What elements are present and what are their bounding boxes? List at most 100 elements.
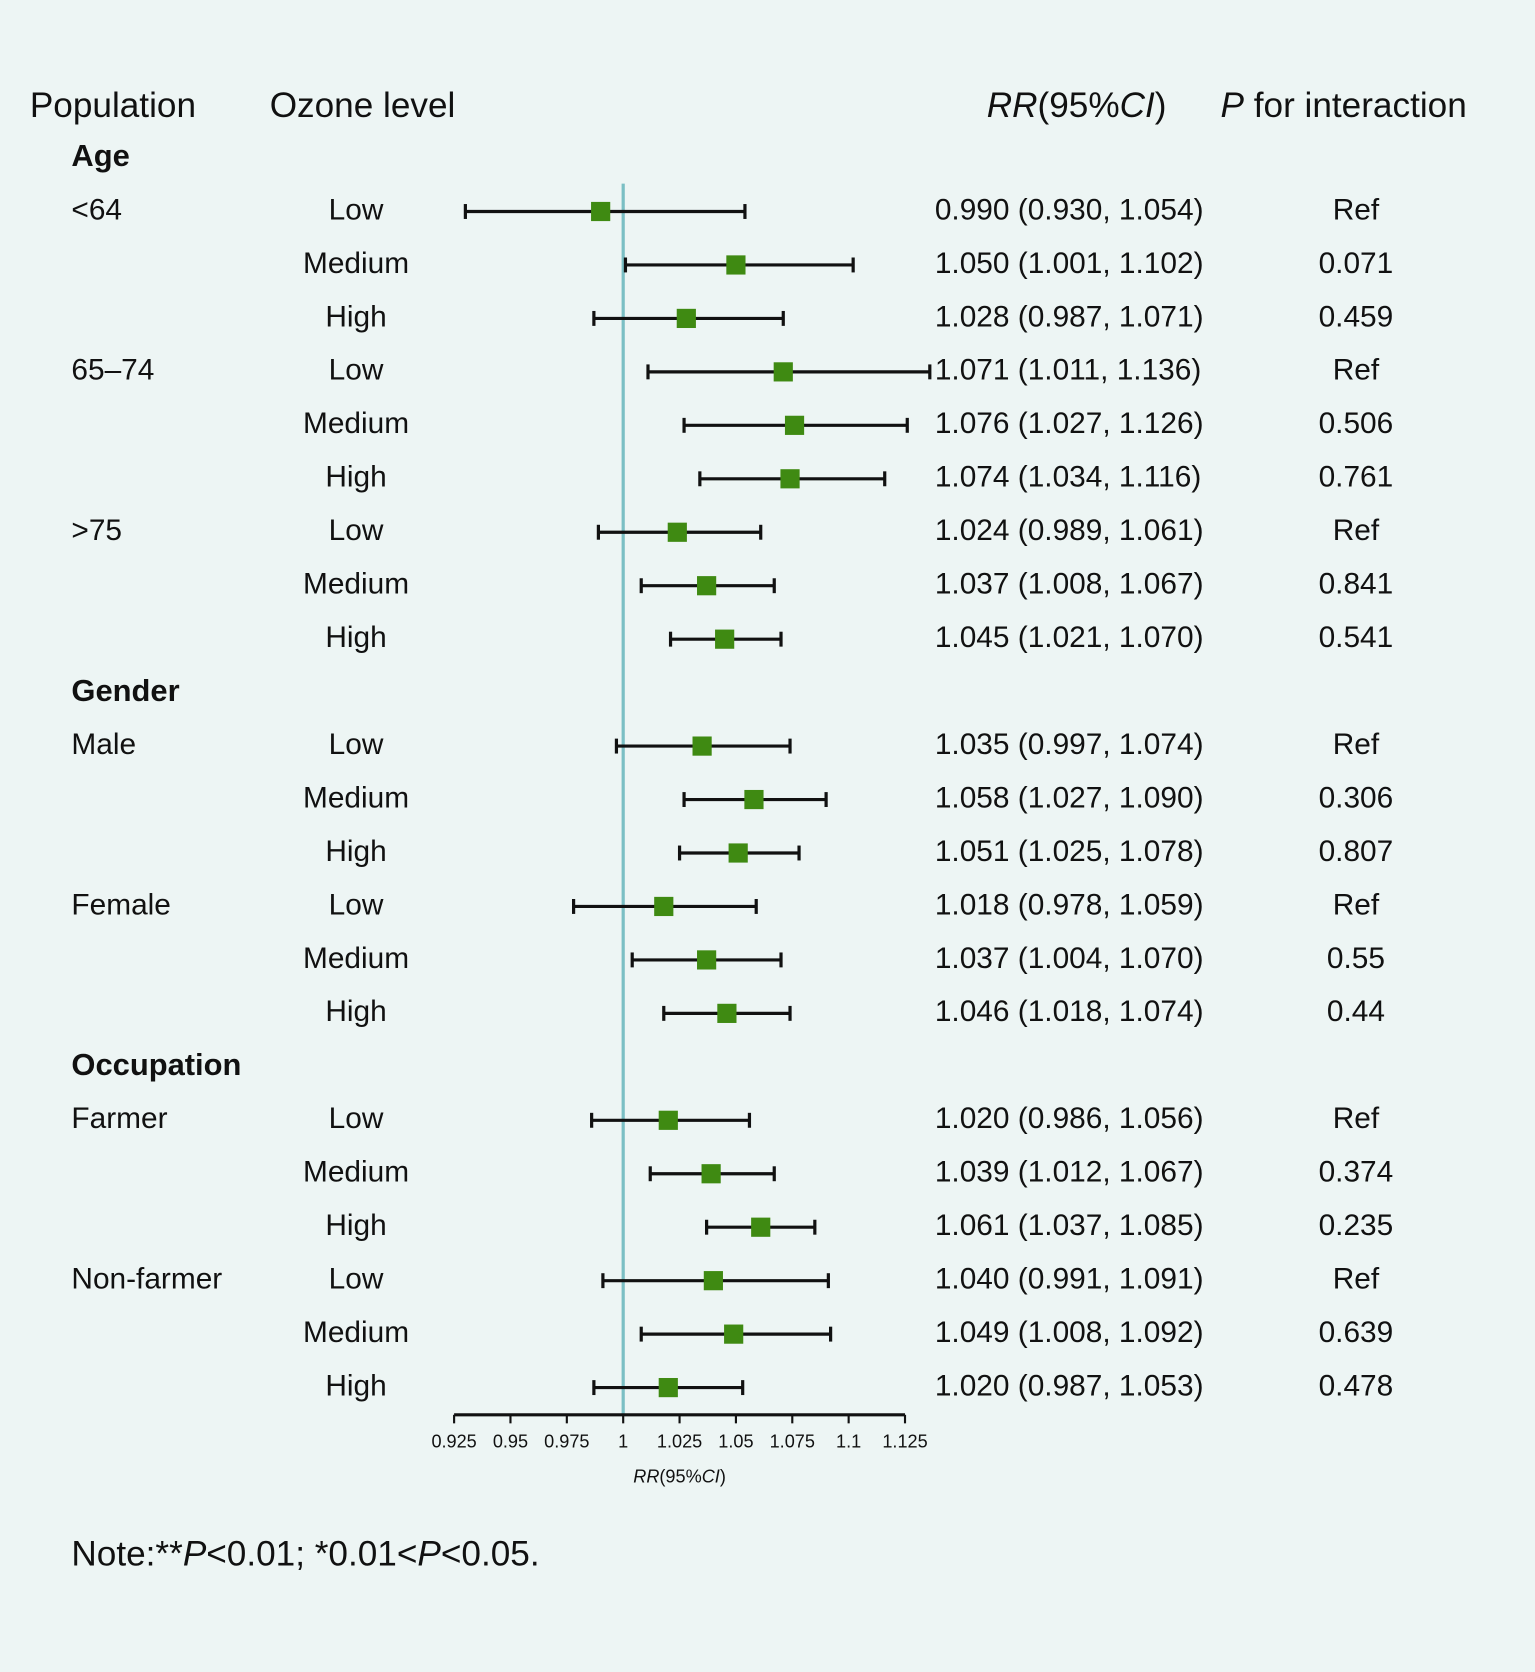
subgroup-label: Female (71, 888, 170, 921)
estimate-marker (715, 629, 735, 649)
p-value: 0.374 (1319, 1156, 1394, 1189)
p-value: Ref (1333, 888, 1380, 921)
ci-label: 1.020 (0.986, 1.056) (935, 1102, 1204, 1135)
estimate-marker (676, 308, 696, 329)
header-rr-part: (95% (1038, 86, 1120, 125)
x-tick-label: 1.125 (882, 1431, 927, 1451)
header-p-part: for interaction (1244, 86, 1467, 125)
x-axis-label-part: RR (633, 1466, 659, 1486)
p-value: 0.841 (1319, 568, 1394, 601)
header-ozone: Ozone level (270, 86, 456, 125)
note-part: <0.01; *0.01< (206, 1535, 417, 1574)
p-value: 0.807 (1319, 835, 1394, 868)
ci-label: 1.045 (1.021, 1.070) (935, 621, 1204, 654)
subgroup-label: 65–74 (71, 354, 154, 387)
ci-label: 1.076 (1.027, 1.126) (935, 407, 1204, 440)
level-label: Low (329, 728, 384, 761)
p-value: Ref (1333, 728, 1380, 761)
x-tick-label: 1.025 (657, 1431, 702, 1451)
ci-label: 0.990 (0.930, 1.054) (935, 193, 1204, 226)
estimate-marker (654, 896, 674, 917)
ci-label: 1.039 (1.012, 1.067) (935, 1156, 1204, 1189)
estimate-marker (726, 255, 746, 275)
p-value: Ref (1333, 1263, 1380, 1296)
x-axis-label-part: (95% (659, 1466, 701, 1486)
p-value: 0.478 (1319, 1369, 1394, 1402)
ci-label: 1.040 (0.991, 1.091) (935, 1263, 1204, 1296)
level-label: High (325, 461, 386, 494)
subgroup-label: Non-farmer (71, 1263, 222, 1296)
estimate-marker (697, 576, 717, 596)
ci-label: 1.074 (1.034, 1.116) (935, 461, 1201, 494)
estimate-marker (591, 201, 611, 222)
subgroup-label: Farmer (71, 1102, 167, 1135)
ci-label: 1.050 (1.001, 1.102) (935, 247, 1204, 280)
header-p-part: P (1221, 86, 1245, 125)
level-label: Low (329, 1102, 384, 1135)
estimate-marker (692, 736, 712, 756)
p-value: 0.639 (1319, 1316, 1394, 1349)
level-label: Low (329, 193, 384, 226)
p-value: 0.55 (1327, 942, 1385, 975)
group-label: Occupation (71, 1047, 241, 1082)
level-label: Low (329, 888, 384, 921)
ci-label: 1.037 (1.008, 1.067) (935, 568, 1204, 601)
ci-label: 1.049 (1.008, 1.092) (935, 1316, 1204, 1349)
subgroup-label: Male (71, 728, 136, 761)
level-label: Low (329, 354, 384, 387)
p-value: Ref (1333, 1102, 1380, 1135)
group-label: Age (71, 138, 129, 173)
level-label: High (325, 1369, 386, 1402)
estimate-marker (697, 950, 717, 970)
estimate-marker (744, 789, 764, 810)
note: Note:**P<0.01; *0.01<P<0.05. (71, 1535, 539, 1574)
ci-label: 1.046 (1.018, 1.074) (935, 995, 1204, 1028)
x-axis-label-part: ) (720, 1466, 726, 1486)
p-value: 0.306 (1319, 781, 1394, 814)
estimate-marker (701, 1164, 721, 1184)
level-label: Medium (303, 1316, 409, 1349)
x-axis-label: RR(95%CI) (633, 1466, 726, 1486)
p-value: Ref (1333, 514, 1380, 547)
header-rr-part: ) (1155, 86, 1167, 125)
p-value: 0.459 (1319, 300, 1394, 333)
estimate-marker (703, 1271, 723, 1291)
header-population: Population (30, 86, 196, 125)
level-label: High (325, 995, 386, 1028)
level-label: Medium (303, 568, 409, 601)
ci-label: 1.020 (0.987, 1.053) (935, 1369, 1204, 1402)
p-value: Ref (1333, 193, 1380, 226)
ci-label: 1.058 (1.027, 1.090) (935, 781, 1204, 814)
x-tick-label: 0.975 (544, 1431, 589, 1451)
p-value: Ref (1333, 354, 1380, 387)
ci-label: 1.061 (1.037, 1.085) (935, 1209, 1204, 1242)
estimate-marker (667, 522, 687, 542)
level-label: High (325, 1209, 386, 1242)
header-rr: RR(95%CI) (987, 86, 1167, 125)
ci-label: 1.028 (0.987, 1.071) (935, 300, 1204, 333)
estimate-marker (773, 362, 793, 382)
subgroup-label: >75 (71, 514, 122, 547)
ci-label: 1.037 (1.004, 1.070) (935, 942, 1204, 975)
ci-label: 1.051 (1.025, 1.078) (935, 835, 1204, 868)
note-part: P (417, 1535, 441, 1574)
level-label: High (325, 835, 386, 868)
note-part: P (183, 1535, 207, 1574)
note-part: <0.05. (441, 1535, 540, 1574)
level-label: Medium (303, 1156, 409, 1189)
subgroup-label: <64 (71, 193, 122, 226)
level-label: Medium (303, 407, 409, 440)
header-rr-part: RR (987, 86, 1038, 125)
ci-label: 1.018 (0.978, 1.059) (935, 888, 1204, 921)
ci-label: 1.071 (1.011, 1.136) (935, 354, 1201, 387)
x-tick-label: 1.075 (770, 1431, 815, 1451)
estimate-marker (780, 469, 800, 489)
p-value: 0.541 (1319, 621, 1394, 654)
level-label: High (325, 621, 386, 654)
estimate-marker (658, 1110, 678, 1130)
ci-label: 1.035 (0.997, 1.074) (935, 728, 1204, 761)
x-tick-label: 1.05 (718, 1431, 753, 1451)
note-part: Note:** (71, 1535, 183, 1574)
p-value: 0.506 (1319, 407, 1394, 440)
